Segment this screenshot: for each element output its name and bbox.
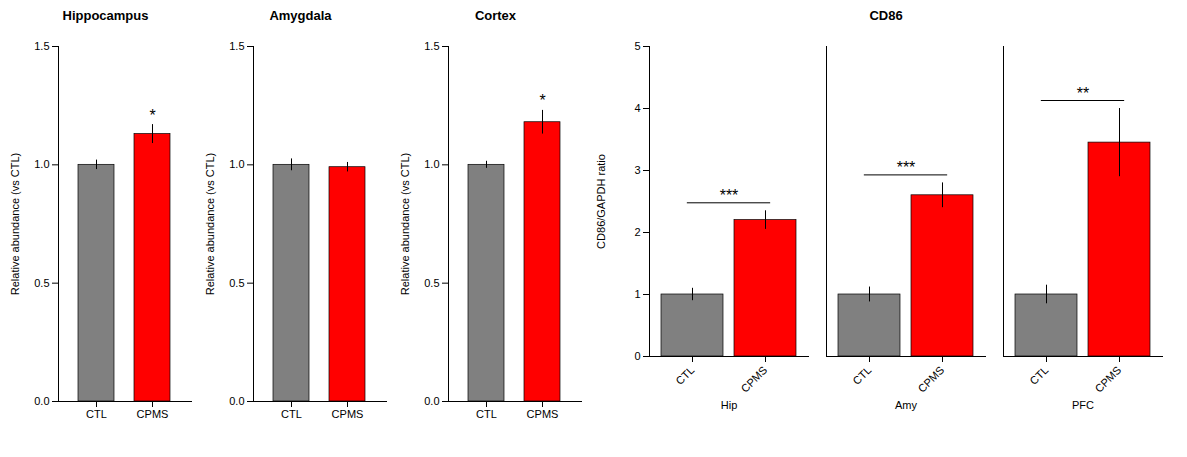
html-text:CD86: CD86: [869, 8, 903, 23]
svg-text:***: ***: [897, 159, 916, 176]
svg-text:Hip: Hip: [721, 399, 738, 411]
svg-text:1.0: 1.0: [34, 158, 49, 170]
svg-text:Amy: Amy: [895, 399, 918, 411]
svg-text:0.5: 0.5: [424, 277, 439, 289]
svg-text:CPMS: CPMS: [332, 408, 364, 420]
svg-text:1.5: 1.5: [34, 40, 49, 52]
svg-text:CTL: CTL: [86, 408, 107, 420]
svg-text:0.5: 0.5: [34, 277, 49, 289]
html-text:Hippocampus: Hippocampus: [62, 8, 149, 23]
svg-text:**: **: [1077, 85, 1089, 102]
svg-text:1.5: 1.5: [424, 40, 439, 52]
svg-text:2: 2: [634, 226, 640, 238]
svg-text:*: *: [539, 92, 545, 109]
svg-text:PFC: PFC: [1072, 399, 1094, 411]
svg-text:*: *: [149, 107, 155, 124]
svg-text:CTL: CTL: [1027, 364, 1050, 387]
svg-text:1: 1: [634, 288, 640, 300]
svg-text:CTL: CTL: [281, 408, 302, 420]
svg-text:CPMS: CPMS: [137, 408, 169, 420]
svg-text:0: 0: [634, 350, 640, 362]
svg-text:0.5: 0.5: [229, 277, 244, 289]
svg-text:1.0: 1.0: [229, 158, 244, 170]
svg-text:Relative abundance (vs CTL): Relative abundance (vs CTL): [9, 153, 21, 295]
svg-text:1.0: 1.0: [424, 158, 439, 170]
svg-text:0.0: 0.0: [34, 395, 49, 407]
svg-text:CTL: CTL: [476, 408, 497, 420]
svg-text:***: ***: [720, 187, 739, 204]
svg-text:5: 5: [634, 40, 640, 52]
svg-text:CTL: CTL: [850, 364, 873, 387]
html-text:Cortex: Cortex: [474, 8, 517, 23]
svg-text:3: 3: [634, 164, 640, 176]
svg-text:Relative abundance (vs CTL): Relative abundance (vs CTL): [204, 153, 216, 295]
svg-text:CD86/GAPDH ratio: CD86/GAPDH ratio: [595, 154, 607, 249]
svg-text:CPMS: CPMS: [527, 408, 559, 420]
svg-text:CPMS: CPMS: [738, 364, 769, 395]
svg-text:CPMS: CPMS: [915, 364, 946, 395]
svg-text:0.0: 0.0: [424, 395, 439, 407]
svg-text:CTL: CTL: [673, 364, 696, 387]
svg-text:0.0: 0.0: [229, 395, 244, 407]
html-text:Amygdala: Amygdala: [269, 8, 332, 23]
svg-text:Relative abundance (vs CTL): Relative abundance (vs CTL): [399, 153, 411, 295]
svg-text:CPMS: CPMS: [1092, 364, 1123, 395]
svg-text:4: 4: [634, 102, 640, 114]
svg-text:1.5: 1.5: [229, 40, 244, 52]
